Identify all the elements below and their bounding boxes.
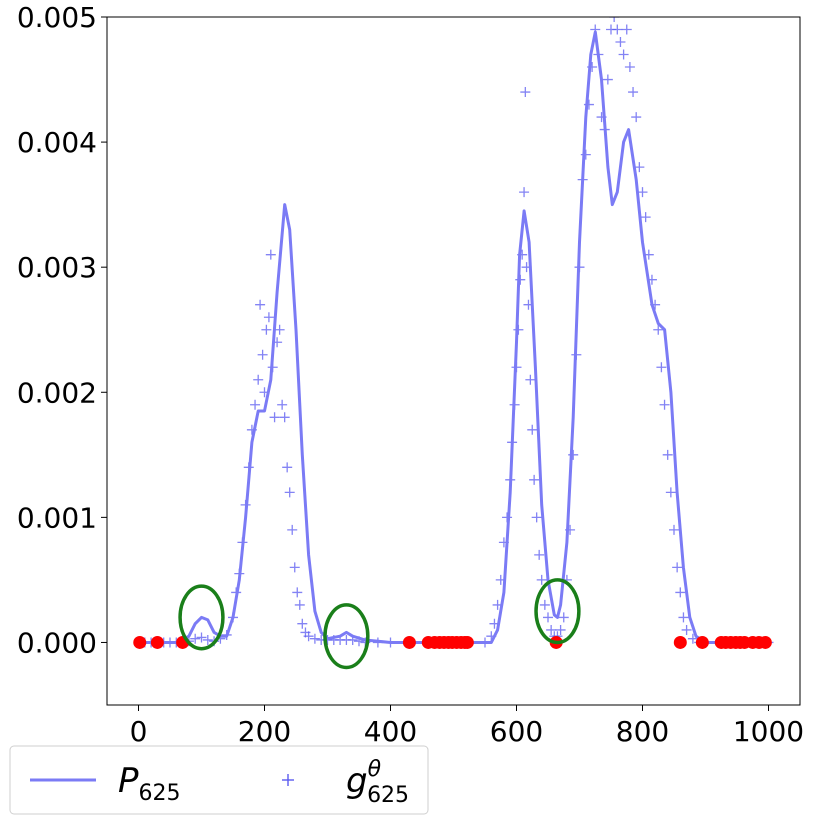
scatter-point-g625 [543,612,553,623]
scatter-point-g625 [527,424,538,435]
scatter-point-g625 [292,587,303,598]
scatter-point-g625 [277,399,288,410]
scatter-point-g625 [279,412,290,423]
scatter-point-g625 [190,633,201,644]
scatter-point-g625 [536,574,547,585]
scatter-point-g625 [669,524,679,535]
scatter-point-g625 [675,587,686,598]
legend-plus-marker [282,774,294,786]
scatter-point-g625 [257,349,268,360]
plot-frame [106,16,801,706]
scatter-point-g625 [687,633,698,644]
scatter-point-g625 [520,87,531,98]
scatter-point-g625 [274,324,285,335]
x-tick-label: 1000 [733,715,804,748]
scatter-point-g625 [303,631,314,642]
scatter-point-g625 [534,549,545,560]
scatter-point-g625 [672,562,683,573]
legend-label-p625: P625 [118,761,181,806]
legend-label-p625-sub: 625 [139,781,181,806]
scatter-point-g625 [678,612,689,623]
y-tick-label: 0.003 [17,251,97,284]
scatter-point-g625 [255,299,266,310]
annotation-ellipse [323,603,370,670]
scatter-point-g625 [609,17,620,22]
scatter-point-g625 [539,599,550,610]
scatter-point-g625 [196,632,207,643]
scatter-point-g625 [634,162,645,173]
y-tick-label: 0.005 [17,1,97,34]
scatter-point-g625 [309,633,320,644]
scatter-point-g625 [289,562,300,573]
red-dot-point [133,635,147,649]
red-dot-point [150,635,164,649]
x-axis: 0 200 400 600 800 1000 [130,705,804,748]
scatter-point-g625 [250,399,261,410]
scatter-point-g625 [615,37,626,48]
scatter-point-g625 [656,362,667,373]
scatter-point-g625 [287,524,298,535]
scatter-point-g625 [531,512,542,523]
scatter-point-g625 [555,624,566,635]
x-tick-label: 200 [238,715,291,748]
scatter-point-g625 [519,187,530,198]
series-layer [133,17,774,670]
annotation-ellipse [534,578,581,645]
scatter-point-g625 [621,24,632,35]
scatter-point-g625 [269,412,280,423]
scatter-point-g625 [282,462,293,473]
scatter-point-g625 [253,374,264,385]
y-tick-label: 0.000 [17,626,97,659]
scatter-point-g625 [681,624,692,635]
red-dot-point [402,635,416,649]
scatter-point-g625 [602,74,613,85]
x-tick-label: 600 [490,715,543,748]
scatter-point-g625 [525,374,536,385]
red-dot-point [673,635,687,649]
red-dot-point [460,635,474,649]
scatter-point-g625 [628,87,639,98]
scatter-point-g625 [546,624,557,635]
scatter-point-g625 [659,399,670,410]
scatter-point-g625 [637,187,648,198]
scatter-point-g625 [261,324,272,335]
y-tick-label: 0.004 [17,126,97,159]
legend-label-g625: gθ 625 [346,757,409,808]
scatter-point-g625 [529,474,540,485]
plot-area [133,17,774,670]
x-tick-label: 800 [616,715,669,748]
legend-box [9,745,429,815]
scatter-point-g625 [558,612,569,623]
scatter-point-g625 [640,212,651,223]
y-axis: 0.000 0.001 0.002 0.003 0.004 0.005 [17,1,107,659]
scatter-point-g625 [202,634,213,645]
scatter-point-g625 [618,49,629,60]
annotation-ellipse [178,584,225,651]
scatter-point-g625 [653,324,664,335]
scatter-point-g625 [631,112,642,123]
legend-label-p625-main: P [118,761,139,801]
red-dot-point [758,635,772,649]
x-tick-label: 0 [130,715,148,748]
y-tick-label: 0.002 [17,376,97,409]
red-dot-point [695,635,709,649]
scatter-point-g625 [263,312,274,323]
x-tick-label: 400 [364,715,417,748]
scatter-point-g625 [297,618,308,629]
legend-label-g625-sub: 625 [367,783,409,808]
scatter-point-g625 [612,24,623,35]
y-tick-label: 0.001 [17,501,97,534]
scatter-point-g625 [662,449,673,460]
scatter-point-g625 [284,487,295,498]
series-line-p625 [138,30,769,644]
scatter-point-g625 [294,599,305,610]
scatter-point-g625 [265,249,276,260]
legend-label-g625-sup: θ [368,757,382,782]
scatter-point-g625 [624,62,635,73]
scatter-point-g625 [665,487,676,498]
legend-label-g625-main: g [346,761,368,801]
legend: P625 gθ 625 [9,745,429,815]
